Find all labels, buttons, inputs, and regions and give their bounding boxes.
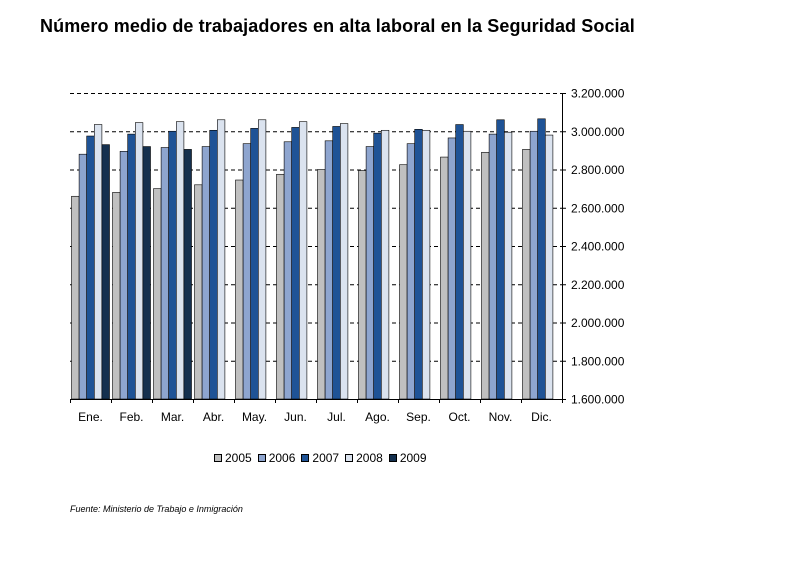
bar-2007-3 [209,129,218,400]
tick-labels: 1.600.000 1.800.000 2.000.000 2.200.000 2.40… [78,87,625,425]
bar-2005-7 [358,170,367,400]
bar-2008-9 [462,130,472,400]
bar-2009-0 [101,144,110,400]
x-tick-label: Jul. [327,410,346,424]
bar-2006-9 [447,137,457,400]
bar-2005-10 [481,151,490,400]
bar-2005-2 [153,188,162,400]
gridlines [70,93,562,362]
bar-2007-9 [455,124,464,400]
bar-2008-3 [217,119,226,400]
bar-2009-1 [142,146,151,400]
bar-2008-7 [380,129,390,400]
y-tick-label: 2.600.000 [571,201,625,215]
bar-2006-11 [529,130,538,400]
x-tick-label: Feb. [119,410,143,424]
legend-swatch [345,454,354,462]
legend-label: 2006 [268,451,296,465]
bar-2005-4 [235,179,244,400]
legend-swatch [301,454,310,462]
y-tick-label: 3.200.000 [571,87,625,101]
bar-2008-4 [257,119,267,400]
bar-2007-11 [537,118,546,400]
bar-2008-11 [544,134,554,400]
bar-2005-3 [194,184,203,400]
bar-2008-0 [94,124,103,400]
bar-2006-7 [365,146,375,400]
chart-title: Número medio de trabajadores en alta lab… [40,16,635,36]
bar-2005-6 [317,169,326,400]
bar-2009-2 [183,149,192,400]
y-tick-label: 1.600.000 [571,393,625,407]
x-tick-label: May. [242,410,267,424]
y-tick-label: 2.800.000 [571,163,625,177]
x-tick-label: Sep. [406,410,431,424]
bar-2005-11 [522,149,531,400]
bar-2005-9 [440,156,449,400]
source-note: Fuente: Ministerio de Trabajo e Inmigrac… [70,504,243,514]
legend-item-2005: 2005 [214,451,252,465]
bar-2006-2 [160,147,170,400]
bar-2006-3 [201,146,211,400]
legend-label: 2007 [312,451,340,465]
legend-swatch [257,454,266,462]
bar-2008-1 [135,122,144,400]
bar-2007-1 [127,133,136,400]
legend-label: 2009 [399,451,427,465]
legend-item-2006: 2006 [257,451,296,465]
bar-2008-5 [298,121,308,400]
bar-2007-6 [332,126,341,400]
bars [71,118,554,400]
axes [70,93,566,403]
bar-2006-1 [119,151,128,400]
bar-2008-2 [176,121,185,400]
bar-2005-1 [112,192,121,400]
x-tick-label: Nov. [489,410,513,424]
legend-label: 2005 [225,451,252,465]
x-tick-label: Mar. [161,410,184,424]
bar-2008-10 [503,131,513,400]
bar-2007-5 [291,127,300,400]
x-tick-label: Ene. [78,410,103,424]
bar-2007-4 [250,128,259,400]
legend: 2005 2006 2007 2008 2009 [214,451,433,465]
legend-swatch [388,454,397,462]
bar-2006-6 [324,140,334,400]
legend-item-2008: 2008 [345,451,383,465]
legend-item-2007: 2007 [301,451,339,465]
y-tick-label: 2.400.000 [571,240,625,254]
bar-2008-6 [339,123,349,400]
bar-2006-8 [406,143,416,400]
bar-2007-0 [86,135,95,400]
bar-2008-8 [421,129,431,400]
y-tick-label: 3.000.000 [571,125,625,139]
x-tick-label: Ago. [365,410,390,424]
y-tick-label: 1.800.000 [571,354,625,368]
legend-swatch [214,454,222,462]
bar-2006-10 [488,133,498,400]
x-tick-label: Oct. [448,410,470,424]
bar-2005-5 [276,173,285,400]
x-tick-label: Jun. [284,410,307,424]
legend-item-2009: 2009 [388,451,427,465]
legend-label: 2008 [356,451,383,465]
bar-2005-8 [399,164,408,400]
y-tick-label: 2.200.000 [571,278,625,292]
bar-2006-5 [283,141,293,400]
bar-2007-8 [414,129,423,400]
bar-2006-4 [242,143,252,400]
bar-2007-2 [168,130,177,400]
bar-2007-7 [373,132,382,400]
y-tick-label: 2.000.000 [571,316,625,330]
bar-2006-0 [78,153,87,400]
x-tick-label: Dic. [531,410,552,424]
x-tick-label: Abr. [203,410,224,424]
bar-2005-0 [71,195,80,400]
bar-2007-10 [496,119,505,400]
